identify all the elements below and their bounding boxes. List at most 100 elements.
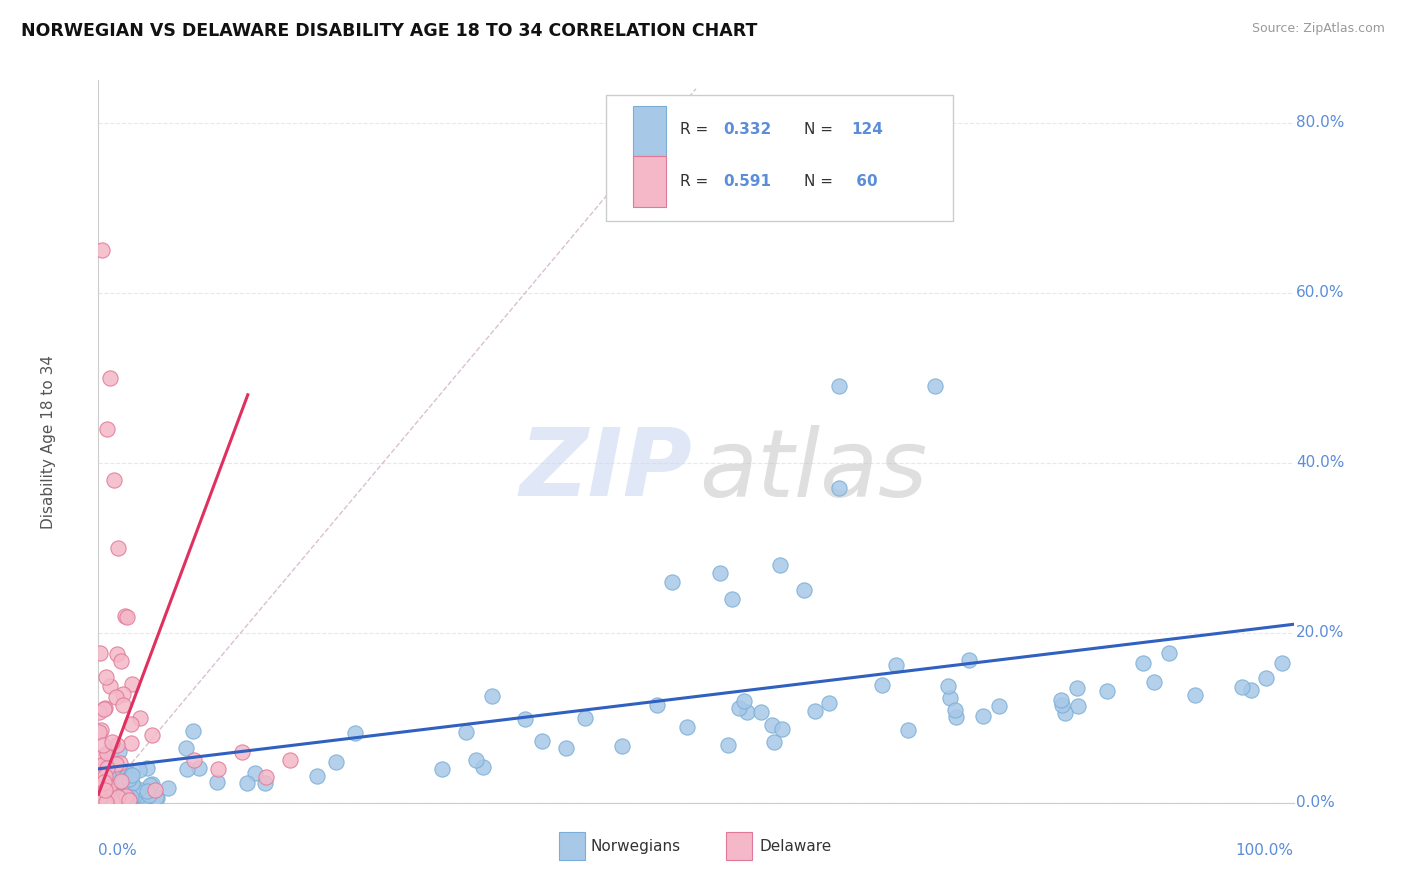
Point (129, 788, 152, 802)
Point (118, 792, 141, 806)
Point (103, 473, 125, 487)
Point (709, 566, 731, 581)
Point (94, 769, 117, 783)
Point (139, 778, 162, 792)
Point (98, 780, 121, 795)
Point (87, 750, 110, 764)
Point (93, 701, 115, 715)
Point (103, 777, 125, 791)
Point (120, 793, 142, 807)
Text: 40.0%: 40.0% (1296, 455, 1344, 470)
Point (101, 794, 124, 808)
Point (1240, 683, 1263, 698)
Point (93, 702, 115, 716)
Point (181, 723, 204, 738)
Point (90, 723, 112, 737)
Point (112, 778, 135, 792)
Text: Norwegians: Norwegians (591, 838, 681, 854)
Point (183, 753, 205, 767)
Point (465, 753, 488, 767)
Bar (558, 832, 585, 860)
Point (959, 653, 981, 667)
Point (231, 745, 253, 759)
Point (454, 725, 477, 739)
Point (87, 796, 110, 810)
Point (93, 749, 115, 764)
Point (91, 795, 114, 809)
Point (96, 670, 118, 684)
Point (120, 736, 142, 750)
Point (1271, 656, 1294, 670)
Point (343, 725, 366, 739)
Point (884, 658, 907, 673)
Point (94, 783, 117, 797)
Point (751, 705, 773, 719)
Point (98, 789, 121, 803)
Point (105, 787, 128, 801)
Point (93, 775, 115, 789)
Point (108, 756, 131, 770)
Point (675, 721, 697, 735)
Point (1232, 680, 1254, 694)
Point (513, 712, 536, 726)
Point (91, 769, 114, 783)
Point (105, 738, 128, 752)
Point (98, 371, 122, 385)
Point (721, 591, 744, 606)
Point (103, 772, 125, 787)
Point (114, 608, 136, 623)
Point (129, 711, 152, 725)
Point (205, 775, 228, 789)
Point (132, 791, 155, 805)
Text: Delaware: Delaware (759, 838, 831, 854)
Text: ZIP: ZIP (519, 425, 692, 516)
Point (1256, 671, 1278, 685)
Text: 60.0%: 60.0% (1296, 285, 1344, 301)
Point (127, 782, 149, 797)
Point (91, 757, 114, 772)
Point (924, 379, 946, 393)
Text: Source: ZipAtlas.com: Source: ZipAtlas.com (1251, 22, 1385, 36)
Point (115, 793, 138, 807)
Point (108, 785, 131, 799)
Point (115, 774, 138, 789)
Point (122, 789, 145, 803)
Point (645, 698, 668, 712)
Point (120, 787, 142, 801)
Point (122, 780, 145, 795)
Point (90, 782, 112, 797)
Point (115, 786, 138, 800)
Point (472, 760, 495, 774)
Point (90, 788, 112, 802)
Point (207, 762, 229, 776)
Text: 20.0%: 20.0% (1296, 625, 1344, 640)
Point (761, 717, 783, 731)
Text: 100.0%: 100.0% (1236, 843, 1294, 857)
Point (481, 690, 503, 704)
Point (145, 789, 167, 804)
Point (115, 789, 138, 804)
Point (156, 780, 179, 795)
Text: 80.0%: 80.0% (1296, 115, 1344, 130)
Point (141, 728, 163, 742)
Point (936, 680, 959, 694)
Point (100, 780, 122, 794)
Point (110, 654, 132, 668)
Point (114, 788, 136, 802)
Point (1053, 706, 1076, 721)
Point (174, 740, 197, 755)
Point (176, 762, 198, 776)
Point (555, 740, 578, 755)
Point (91, 244, 114, 258)
Point (107, 541, 129, 555)
Point (93, 749, 115, 764)
Point (105, 777, 128, 791)
Point (121, 768, 143, 782)
Point (120, 717, 142, 731)
Point (146, 790, 169, 805)
Point (574, 711, 596, 725)
Point (278, 753, 301, 767)
Point (105, 757, 128, 772)
Point (135, 784, 157, 798)
Point (94, 795, 117, 809)
